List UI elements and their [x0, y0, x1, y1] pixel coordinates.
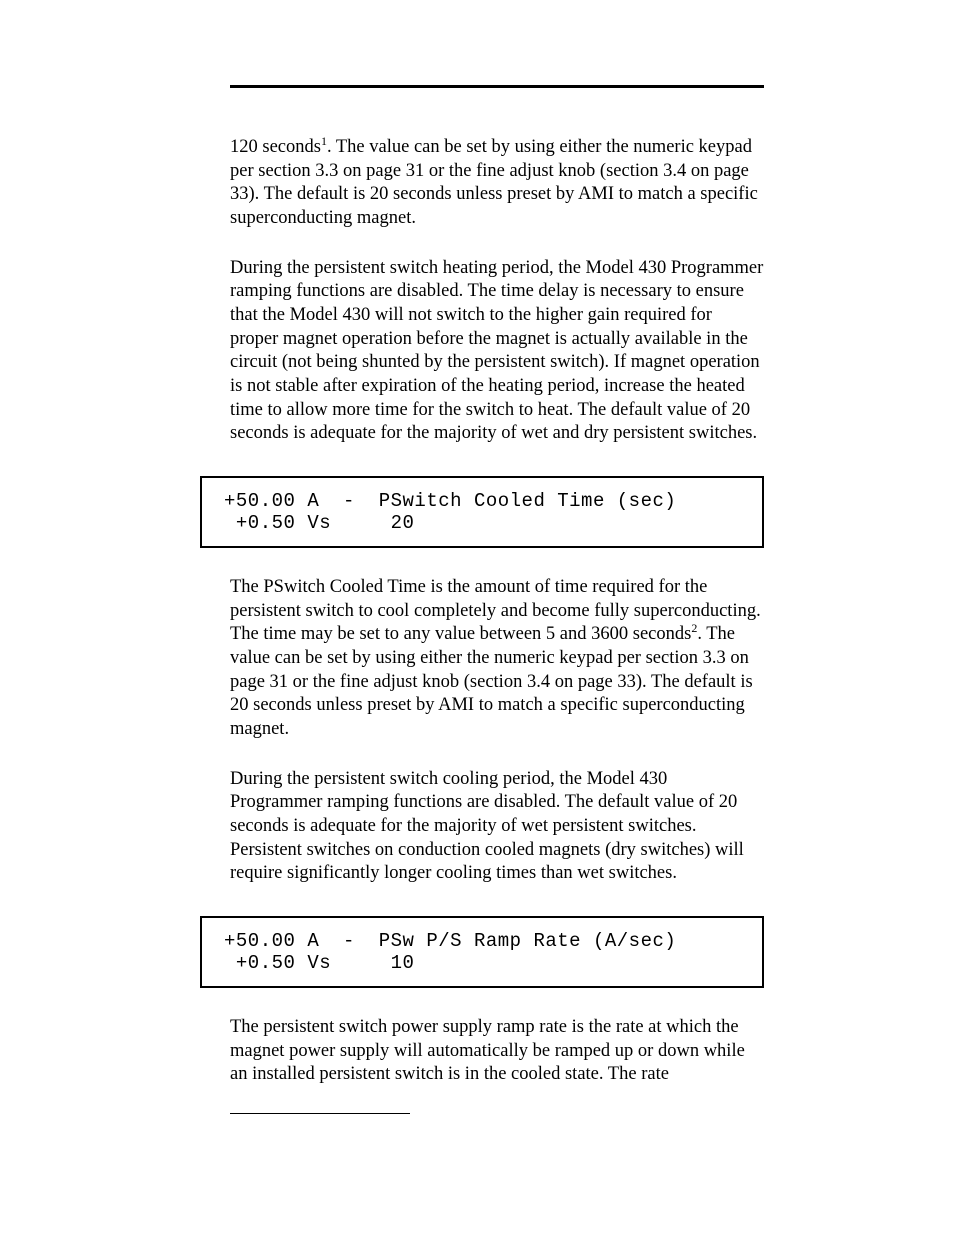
top-rule: [230, 85, 764, 88]
lcd-display-cooled-time: +50.00 A - PSwitch Cooled Time (sec) +0.…: [200, 476, 764, 548]
paragraph-5: The persistent switch power supply ramp …: [230, 1016, 764, 1087]
lcd1-line1: +50.00 A - PSwitch Cooled Time (sec): [224, 490, 676, 512]
paragraph-2: During the persistent switch heating per…: [230, 257, 764, 446]
p1-text-a: 120 seconds: [230, 137, 321, 157]
lcd2-line1: +50.00 A - PSw P/S Ramp Rate (A/sec): [224, 930, 676, 952]
paragraph-4: During the persistent switch cooling per…: [230, 768, 764, 886]
page: 120 seconds1. The value can be set by us…: [0, 0, 954, 1235]
paragraph-3: The PSwitch Cooled Time is the amount of…: [230, 576, 764, 742]
paragraph-1: 120 seconds1. The value can be set by us…: [230, 136, 764, 231]
p3-text-a: The PSwitch Cooled Time is the amount of…: [230, 577, 761, 644]
footnote-rule: [230, 1113, 410, 1114]
lcd-display-ramp-rate: +50.00 A - PSw P/S Ramp Rate (A/sec) +0.…: [200, 916, 764, 988]
lcd2-line2: +0.50 Vs 10: [224, 952, 414, 974]
lcd1-line2: +0.50 Vs 20: [224, 512, 414, 534]
